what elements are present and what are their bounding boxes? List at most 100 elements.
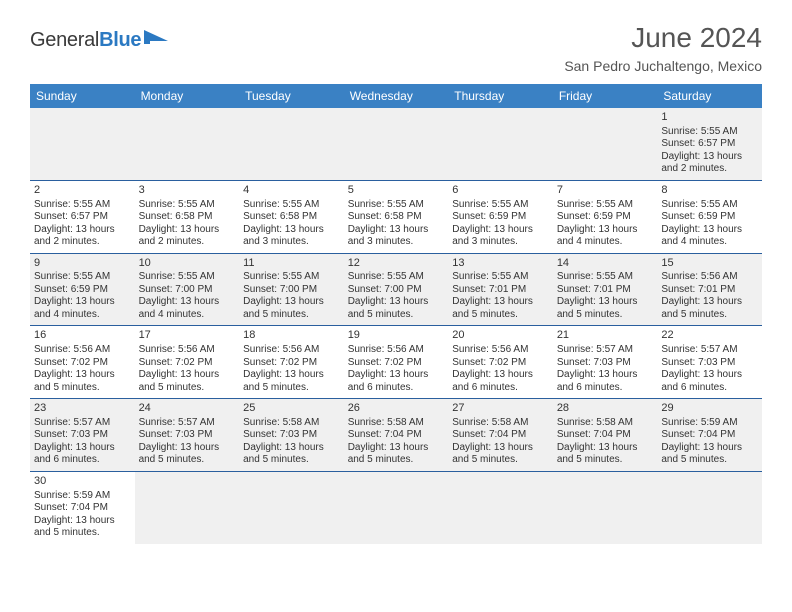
daylight-line: Daylight: 13 hours and 5 minutes. [243, 369, 340, 394]
sunrise-line: Sunrise: 5:55 AM [452, 271, 549, 284]
calendar-day-cell [553, 471, 658, 543]
sunset-line: Sunset: 7:02 PM [34, 357, 131, 370]
title-block: June 2024 San Pedro Juchaltengo, Mexico [564, 22, 762, 74]
daylight-line: Daylight: 13 hours and 5 minutes. [661, 296, 758, 321]
sunset-line: Sunset: 6:58 PM [243, 211, 340, 224]
weekday-header: Monday [135, 84, 240, 108]
calendar-day-cell [448, 108, 553, 180]
daylight-line: Daylight: 13 hours and 5 minutes. [661, 442, 758, 467]
sunrise-line: Sunrise: 5:55 AM [243, 199, 340, 212]
calendar-day-cell: 24Sunrise: 5:57 AMSunset: 7:03 PMDayligh… [135, 399, 240, 472]
daylight-line: Daylight: 13 hours and 2 minutes. [139, 224, 236, 249]
calendar-day-cell [344, 108, 449, 180]
day-number: 23 [34, 402, 131, 416]
sunrise-line: Sunrise: 5:59 AM [661, 417, 758, 430]
calendar-week-row: 23Sunrise: 5:57 AMSunset: 7:03 PMDayligh… [30, 399, 762, 472]
daylight-line: Daylight: 13 hours and 5 minutes. [243, 296, 340, 321]
sunset-line: Sunset: 7:00 PM [139, 284, 236, 297]
daylight-line: Daylight: 13 hours and 5 minutes. [139, 442, 236, 467]
sunrise-line: Sunrise: 5:57 AM [661, 344, 758, 357]
sunset-line: Sunset: 7:04 PM [348, 429, 445, 442]
day-number: 2 [34, 184, 131, 198]
weekday-header: Thursday [448, 84, 553, 108]
weekday-header: Saturday [657, 84, 762, 108]
sunrise-line: Sunrise: 5:55 AM [348, 199, 445, 212]
sunset-line: Sunset: 7:04 PM [452, 429, 549, 442]
sunset-line: Sunset: 6:59 PM [452, 211, 549, 224]
sunrise-line: Sunrise: 5:56 AM [348, 344, 445, 357]
sunrise-line: Sunrise: 5:58 AM [348, 417, 445, 430]
day-number: 29 [661, 402, 758, 416]
location-text: San Pedro Juchaltengo, Mexico [564, 58, 762, 74]
calendar-day-cell [30, 108, 135, 180]
sunrise-line: Sunrise: 5:55 AM [557, 271, 654, 284]
daylight-line: Daylight: 13 hours and 4 minutes. [139, 296, 236, 321]
calendar-day-cell: 28Sunrise: 5:58 AMSunset: 7:04 PMDayligh… [553, 399, 658, 472]
calendar-day-cell: 2Sunrise: 5:55 AMSunset: 6:57 PMDaylight… [30, 180, 135, 253]
day-number: 28 [557, 402, 654, 416]
calendar-day-cell: 3Sunrise: 5:55 AMSunset: 6:58 PMDaylight… [135, 180, 240, 253]
daylight-line: Daylight: 13 hours and 4 minutes. [34, 296, 131, 321]
sunrise-line: Sunrise: 5:55 AM [557, 199, 654, 212]
daylight-line: Daylight: 13 hours and 5 minutes. [34, 369, 131, 394]
sunrise-line: Sunrise: 5:55 AM [452, 199, 549, 212]
sunset-line: Sunset: 6:58 PM [348, 211, 445, 224]
calendar-day-cell: 19Sunrise: 5:56 AMSunset: 7:02 PMDayligh… [344, 326, 449, 399]
header: GeneralBlue June 2024 San Pedro Juchalte… [30, 22, 762, 74]
sunrise-line: Sunrise: 5:59 AM [34, 490, 131, 503]
sunset-line: Sunset: 7:01 PM [557, 284, 654, 297]
day-number: 16 [34, 329, 131, 343]
daylight-line: Daylight: 13 hours and 5 minutes. [452, 442, 549, 467]
daylight-line: Daylight: 13 hours and 5 minutes. [557, 442, 654, 467]
sunset-line: Sunset: 6:59 PM [557, 211, 654, 224]
daylight-line: Daylight: 13 hours and 3 minutes. [452, 224, 549, 249]
sunrise-line: Sunrise: 5:55 AM [139, 271, 236, 284]
sunset-line: Sunset: 7:01 PM [661, 284, 758, 297]
calendar-day-cell: 6Sunrise: 5:55 AMSunset: 6:59 PMDaylight… [448, 180, 553, 253]
daylight-line: Daylight: 13 hours and 6 minutes. [348, 369, 445, 394]
calendar-week-row: 1Sunrise: 5:55 AMSunset: 6:57 PMDaylight… [30, 108, 762, 180]
daylight-line: Daylight: 13 hours and 6 minutes. [661, 369, 758, 394]
calendar-day-cell: 12Sunrise: 5:55 AMSunset: 7:00 PMDayligh… [344, 253, 449, 326]
sunset-line: Sunset: 7:03 PM [661, 357, 758, 370]
day-number: 15 [661, 257, 758, 271]
day-number: 1 [661, 111, 758, 125]
calendar-day-cell [135, 471, 240, 543]
day-number: 8 [661, 184, 758, 198]
calendar-day-cell [239, 471, 344, 543]
sunrise-line: Sunrise: 5:55 AM [661, 126, 758, 139]
calendar-day-cell [657, 471, 762, 543]
calendar-day-cell: 25Sunrise: 5:58 AMSunset: 7:03 PMDayligh… [239, 399, 344, 472]
sunset-line: Sunset: 6:57 PM [34, 211, 131, 224]
calendar-day-cell: 14Sunrise: 5:55 AMSunset: 7:01 PMDayligh… [553, 253, 658, 326]
calendar-day-cell: 13Sunrise: 5:55 AMSunset: 7:01 PMDayligh… [448, 253, 553, 326]
daylight-line: Daylight: 13 hours and 5 minutes. [348, 296, 445, 321]
sunset-line: Sunset: 7:01 PM [452, 284, 549, 297]
brand-word-1: General [30, 29, 99, 51]
day-number: 9 [34, 257, 131, 271]
day-number: 5 [348, 184, 445, 198]
calendar-day-cell: 10Sunrise: 5:55 AMSunset: 7:00 PMDayligh… [135, 253, 240, 326]
calendar-day-cell [135, 108, 240, 180]
weekday-header: Wednesday [344, 84, 449, 108]
weekday-header: Tuesday [239, 84, 344, 108]
calendar-day-cell: 11Sunrise: 5:55 AMSunset: 7:00 PMDayligh… [239, 253, 344, 326]
daylight-line: Daylight: 13 hours and 5 minutes. [452, 296, 549, 321]
calendar-day-cell: 26Sunrise: 5:58 AMSunset: 7:04 PMDayligh… [344, 399, 449, 472]
weekday-header-row: Sunday Monday Tuesday Wednesday Thursday… [30, 84, 762, 108]
sunrise-line: Sunrise: 5:55 AM [348, 271, 445, 284]
day-number: 14 [557, 257, 654, 271]
sunrise-line: Sunrise: 5:56 AM [139, 344, 236, 357]
calendar-day-cell: 22Sunrise: 5:57 AMSunset: 7:03 PMDayligh… [657, 326, 762, 399]
sunrise-line: Sunrise: 5:55 AM [243, 271, 340, 284]
sunrise-line: Sunrise: 5:55 AM [34, 271, 131, 284]
weekday-header: Sunday [30, 84, 135, 108]
sunset-line: Sunset: 7:04 PM [661, 429, 758, 442]
month-title: June 2024 [564, 22, 762, 54]
calendar-day-cell: 21Sunrise: 5:57 AMSunset: 7:03 PMDayligh… [553, 326, 658, 399]
calendar-day-cell [344, 471, 449, 543]
sunrise-line: Sunrise: 5:58 AM [557, 417, 654, 430]
sunrise-line: Sunrise: 5:57 AM [34, 417, 131, 430]
day-number: 17 [139, 329, 236, 343]
daylight-line: Daylight: 13 hours and 5 minutes. [243, 442, 340, 467]
